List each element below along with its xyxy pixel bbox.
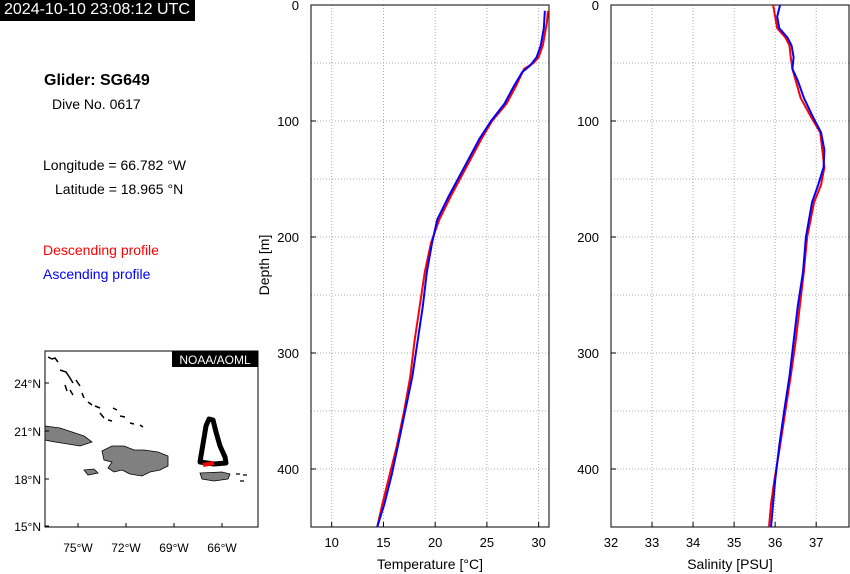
ascending-profile-line — [770, 4, 826, 528]
map-lon-label: 66°W — [207, 541, 237, 555]
map-lat-label: 18°N — [14, 473, 41, 487]
map-credit: NOAA/AOML — [179, 353, 251, 367]
x-tick-label: 37 — [809, 535, 823, 550]
x-axis-label: Salinity [PSU] — [687, 556, 773, 572]
plot-frame — [310, 4, 550, 528]
map-lon-label: 69°W — [159, 541, 189, 555]
location-map: NOAA/AOML 24°N 21°N 18°N 15°N 75°W 72°W … — [14, 350, 259, 555]
ascending-profile-line — [376, 10, 546, 528]
legend-ascending: Ascending profile — [43, 266, 151, 282]
x-tick-label: 30 — [531, 535, 545, 550]
map-lon-label: 75°W — [63, 541, 93, 555]
glider-track — [197, 416, 229, 467]
map-lat-label: 24°N — [14, 377, 41, 391]
map-credit-box — [172, 351, 258, 367]
x-tick-label: 15 — [376, 535, 390, 550]
y-tick-label: 400 — [277, 462, 299, 477]
y-axis-label: Depth [m] — [256, 235, 272, 296]
map-lon-ticks: 75°W 72°W 69°W 66°W — [63, 523, 237, 555]
latitude-readout: Latitude = 18.965 °N — [55, 181, 184, 197]
puerto-rico-landmass — [199, 471, 231, 482]
map-lat-ticks: 24°N 21°N 18°N 15°N — [14, 377, 49, 534]
map-lat-label: 21°N — [14, 425, 41, 439]
glider-name: Glider: SG649 — [44, 72, 150, 89]
longitude-readout: Longitude = 66.782 °W — [43, 157, 186, 173]
x-tick-label: 34 — [686, 535, 700, 550]
y-tick-label: 0 — [292, 0, 299, 13]
cuba-landmass — [44, 425, 93, 447]
map-lat-label: 15°N — [14, 520, 41, 534]
virgin-islands — [236, 473, 247, 482]
salinity-plot: 32 33 34 35 36 37 0 100 200 300 400 Salinity [PSU] — [577, 0, 850, 572]
y-tick-label: 300 — [577, 346, 599, 361]
dive-number: Dive No. 0617 — [52, 96, 141, 112]
map-lon-label: 72°W — [111, 541, 141, 555]
x-tick-label: 36 — [768, 535, 782, 550]
y-tick-label: 200 — [277, 230, 299, 245]
y-tick-label: 200 — [577, 230, 599, 245]
x-tick-label: 32 — [604, 535, 618, 550]
y-tick-label: 100 — [277, 114, 299, 129]
descending-profile-line — [376, 10, 549, 528]
x-axis-label: Temperature [°C] — [377, 556, 483, 572]
bahamas-outline — [47, 356, 144, 428]
hispaniola-landmass — [101, 445, 169, 477]
x-tick-label: 35 — [727, 535, 741, 550]
x-tick-label: 33 — [645, 535, 659, 550]
x-tick-label: 20 — [428, 535, 442, 550]
current-dive-segment — [202, 461, 215, 467]
y-tick-label: 0 — [592, 0, 599, 13]
jamaica-landmass — [83, 468, 99, 476]
legend-descending: Descending profile — [43, 242, 159, 258]
plot-frame — [610, 4, 850, 528]
x-tick-label: 10 — [324, 535, 338, 550]
x-tick-label: 25 — [480, 535, 494, 550]
y-tick-label: 400 — [577, 462, 599, 477]
timestamp-label: 2024-10-10 23:08:12 UTC — [0, 0, 195, 21]
y-tick-label: 300 — [277, 346, 299, 361]
y-tick-label: 100 — [577, 114, 599, 129]
glider-info-panel: Glider: SG649 Dive No. 0617 Longitude = … — [0, 0, 270, 340]
